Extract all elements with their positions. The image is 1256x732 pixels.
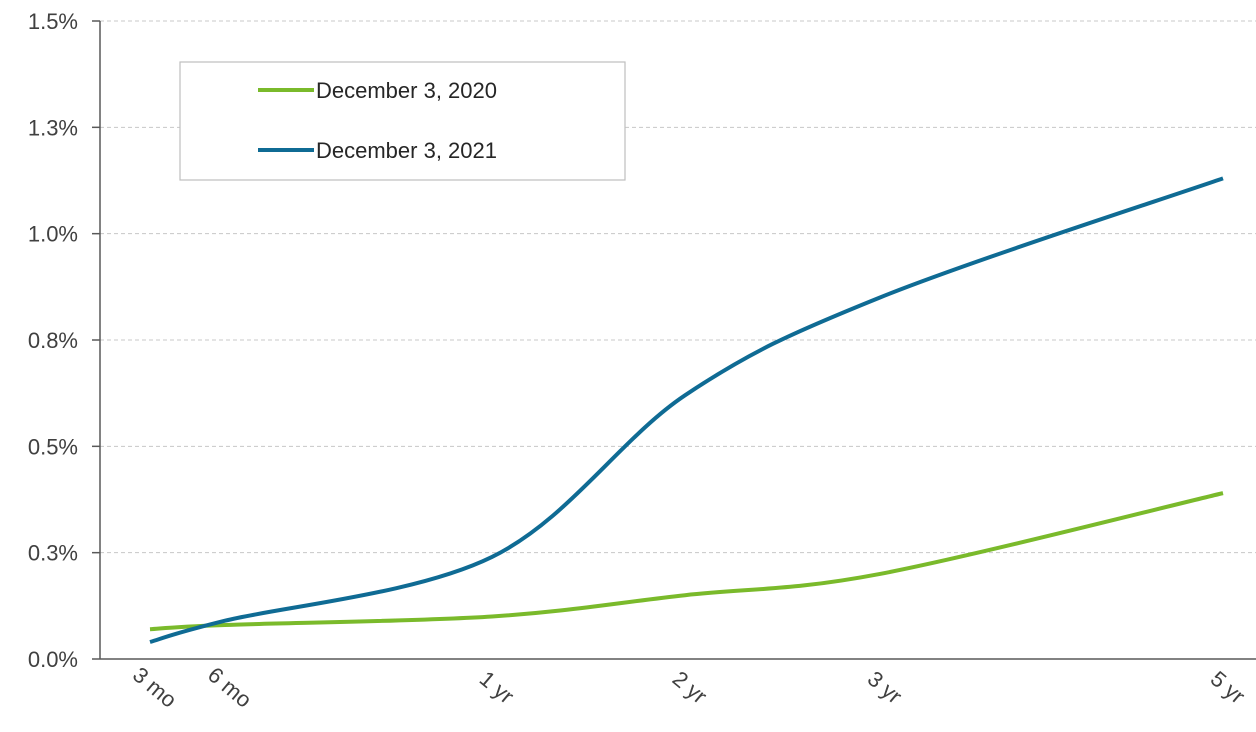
x-tick-label: 2 yr <box>668 666 712 709</box>
y-tick-label: 0.5% <box>28 434 78 459</box>
x-tick-label: 5 yr <box>1206 666 1250 709</box>
grid-lines <box>100 20 1256 554</box>
y-tick-label: 1.0% <box>28 222 78 247</box>
y-tick-label: 1.3% <box>28 115 78 140</box>
legend-label-1: December 3, 2020 <box>316 78 497 103</box>
series-lines <box>149 176 1224 644</box>
x-tick-label: 1 yr <box>475 666 519 709</box>
series-line-1 <box>149 491 1224 632</box>
legend-label-2: December 3, 2021 <box>316 138 497 163</box>
y-axis-ticks: 0.0% 0.3% 0.5% 0.8% 1.0% 1.3% 1.5% <box>28 9 100 672</box>
legend-box <box>179 61 626 181</box>
series-line-2 <box>149 176 1224 644</box>
y-tick-label: 0.0% <box>28 647 78 672</box>
x-tick-label: 6 mo <box>203 662 257 713</box>
x-axis-ticks: 3 mo 6 mo 1 yr 2 yr 3 yr 5 yr <box>128 662 1250 713</box>
y-tick-label: 1.5% <box>28 9 78 34</box>
y-tick-label: 0.8% <box>28 328 78 353</box>
x-tick-label: 3 mo <box>128 662 182 713</box>
legend: December 3, 2020 December 3, 2021 <box>179 61 626 181</box>
x-tick-label: 3 yr <box>863 666 907 709</box>
y-tick-label: 0.3% <box>28 541 78 566</box>
